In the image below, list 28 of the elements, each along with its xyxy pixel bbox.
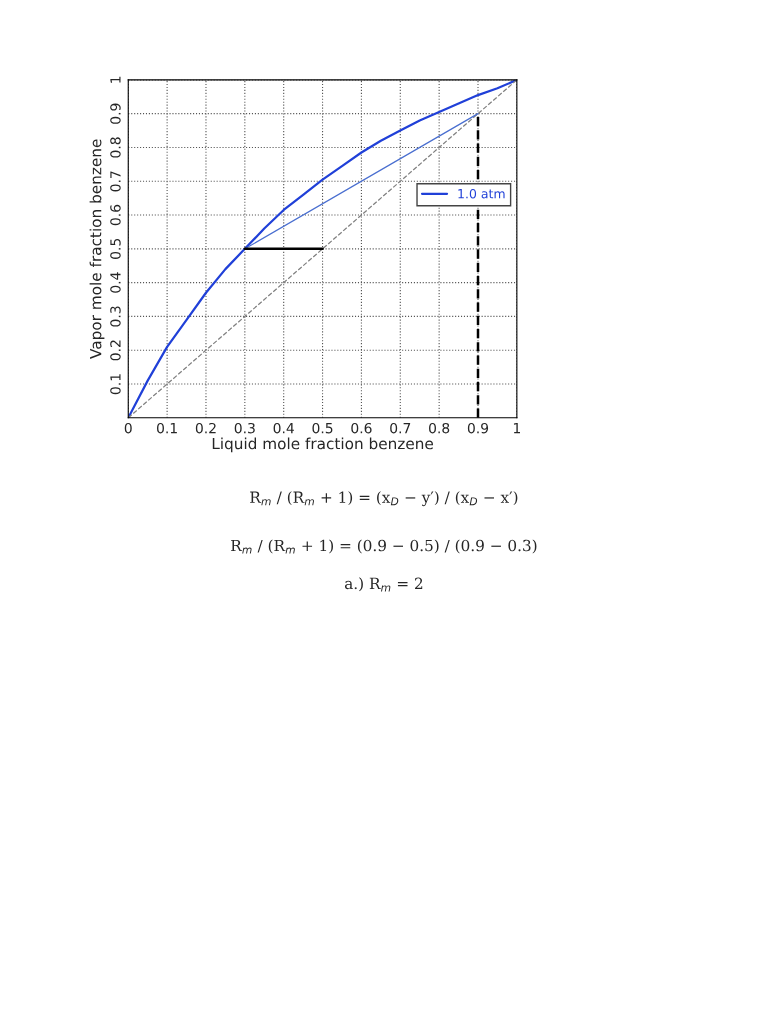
x-tick-label: 0.2 <box>195 422 216 434</box>
text: R$_{m}$ / (R$_{m}$ + 1) = (x$_{D}$ − y′) / (x$_{D}$ − x′) <box>250 491 518 507</box>
x-axis-title: Liquid mole fraction benzene <box>212 437 433 453</box>
x-tick-label: 0.6 <box>351 422 372 434</box>
x-tick-label: 0.1 <box>156 422 177 434</box>
y-tick-label: 0.6 <box>110 204 121 226</box>
y-tick-label: 0.7 <box>110 171 121 192</box>
y-tick-label: 0.2 <box>110 340 121 361</box>
legend-label: 1.0 atm <box>458 188 505 199</box>
line-series <box>128 79 517 418</box>
y-tick-label: 0.8 <box>110 137 121 158</box>
text: a.) R$_{m}$ = 2 <box>344 577 423 592</box>
x-tick-label: 0 <box>124 422 132 434</box>
x-tick-label: 0.4 <box>273 422 294 434</box>
y-axis-title: Vapor mole fraction benzene <box>89 139 105 359</box>
y-tick-label: 1 <box>110 76 121 83</box>
y-tick-label: 0.9 <box>110 103 121 124</box>
y-tick-label: 0.4 <box>110 272 121 293</box>
x-tick-label: 0.7 <box>390 422 411 434</box>
y-tick-label: 0.1 <box>110 374 121 395</box>
x-tick-label: 0.8 <box>429 422 450 434</box>
y-tick-label: 0.5 <box>110 239 121 259</box>
x-tick-label: 0.9 <box>467 422 489 434</box>
x-tick-label: 1 <box>513 423 520 434</box>
x-tick-label: 0.3 <box>234 422 255 434</box>
y-tick-label: 0.3 <box>110 306 121 327</box>
text: R$_{m}$ / (R$_{m}$ + 1) = (0.9 − 0.5) / (0.9 − 0.3) <box>231 539 537 554</box>
x-tick-label: 0.5 <box>312 422 333 434</box>
